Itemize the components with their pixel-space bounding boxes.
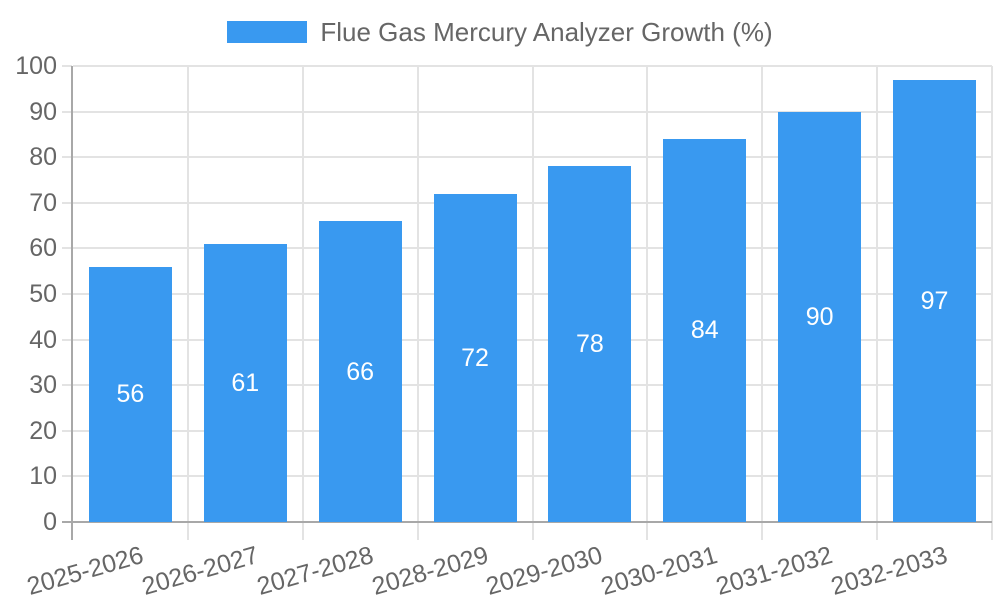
bar[interactable]: 97 (893, 79, 977, 522)
bar-value-label: 56 (116, 380, 145, 409)
legend-label: Flue Gas Mercury Analyzer Growth (%) (320, 17, 773, 47)
y-axis-line (71, 66, 73, 540)
y-tick-label: 90 (29, 97, 57, 126)
x-gridline (301, 66, 304, 522)
y-tick-label: 30 (29, 371, 57, 400)
x-gridline (186, 66, 189, 522)
bar[interactable]: 66 (318, 221, 402, 522)
bar-value-label: 84 (690, 316, 719, 345)
bar-value-label: 78 (576, 330, 604, 359)
bar-value-label: 66 (346, 357, 375, 386)
bar[interactable]: 78 (548, 166, 632, 522)
x-gridline (646, 66, 649, 522)
bar[interactable]: 84 (663, 138, 747, 522)
x-gridline (761, 66, 764, 522)
y-tick-label: 50 (29, 280, 57, 308)
y-tick-mark (62, 475, 72, 478)
x-gridline (876, 66, 879, 522)
y-tick-mark (62, 201, 72, 204)
x-tick-mark (186, 522, 189, 540)
bar[interactable]: 72 (433, 193, 517, 522)
legend-swatch-icon (227, 21, 308, 43)
bar-value-label: 90 (805, 302, 834, 331)
x-axis-line (62, 521, 992, 523)
y-tick-mark (62, 65, 72, 67)
x-tick-mark (301, 522, 304, 540)
x-tick-label: 2029-2030 (483, 540, 606, 601)
bar-value-label: 72 (461, 343, 489, 372)
y-tick-label: 70 (29, 188, 57, 217)
x-tick-label: 2030-2031 (598, 540, 721, 601)
y-tick-mark (62, 384, 72, 387)
bar-value-label: 61 (231, 368, 260, 397)
bar-value-label: 97 (920, 286, 949, 315)
y-tick-mark (62, 293, 72, 295)
x-tick-label: 2027-2028 (253, 540, 377, 601)
x-tick-label: 2025-2026 (23, 540, 147, 601)
x-tick-mark (646, 522, 649, 540)
y-tick-mark (62, 156, 72, 159)
y-tick-label: 100 (15, 52, 57, 80)
bar[interactable]: 56 (88, 266, 172, 522)
x-tick-mark (991, 522, 993, 540)
bar[interactable]: 90 (778, 111, 862, 522)
y-tick-label: 20 (29, 416, 57, 445)
y-tick-mark (62, 338, 72, 341)
x-tick-label: 2026-2027 (138, 540, 262, 601)
x-tick-mark (761, 522, 764, 540)
y-tick-label: 40 (29, 325, 57, 354)
x-gridline (416, 66, 419, 522)
x-tick-mark (416, 522, 419, 540)
y-tick-mark (62, 429, 72, 432)
y-tick-label: 10 (29, 462, 57, 491)
x-gridline (531, 66, 534, 522)
x-tick-mark (531, 522, 534, 540)
x-gridline (991, 66, 993, 522)
x-tick-label: 2032-2033 (827, 540, 951, 601)
y-tick-mark (62, 110, 72, 113)
legend-item[interactable]: Flue Gas Mercury Analyzer Growth (%) (227, 17, 773, 47)
x-tick-label: 2028-2029 (368, 540, 492, 601)
bar[interactable]: 61 (203, 243, 287, 522)
y-tick-label: 0 (43, 508, 57, 536)
y-tick-label: 80 (29, 143, 57, 172)
chart-legend: Flue Gas Mercury Analyzer Growth (%) (0, 10, 1000, 54)
y-tick-mark (62, 247, 72, 250)
x-tick-label: 2031-2032 (713, 540, 836, 601)
x-tick-mark (876, 522, 879, 540)
y-tick-label: 60 (29, 234, 57, 263)
